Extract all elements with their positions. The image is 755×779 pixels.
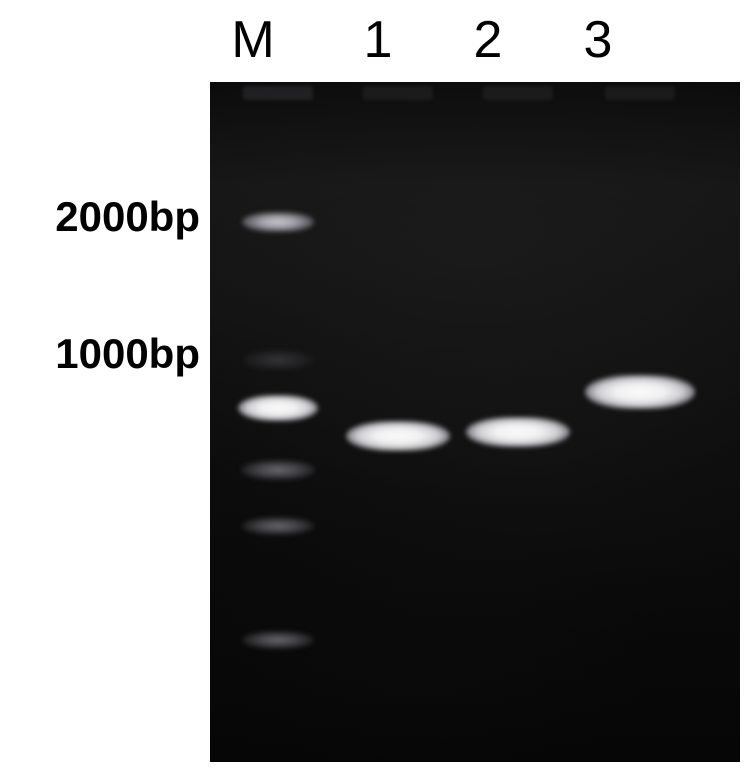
ladder-band-0: [242, 212, 314, 232]
ladder-band-4: [242, 517, 314, 535]
well-L2: [483, 86, 553, 100]
lane-label-M: M: [231, 10, 274, 70]
well-M: [243, 86, 313, 100]
ladder-band-1: [242, 350, 314, 370]
ladder-band-3: [241, 460, 315, 480]
size-label-1000bp: 1000bp: [0, 330, 200, 378]
lane-label-3: 3: [584, 10, 613, 70]
well-L3: [605, 86, 675, 100]
lane-label-2: 2: [474, 10, 503, 70]
size-label-2000bp: 2000bp: [0, 193, 200, 241]
well-L1: [363, 86, 433, 100]
ladder-band-2: [238, 395, 318, 421]
ladder-band-5: [242, 631, 314, 649]
sample-band-lane1: [346, 421, 450, 451]
sample-band-lane2: [466, 417, 570, 447]
sample-band-lane3: [585, 375, 695, 409]
lane-label-1: 1: [364, 10, 393, 70]
gel-image: [210, 82, 740, 762]
